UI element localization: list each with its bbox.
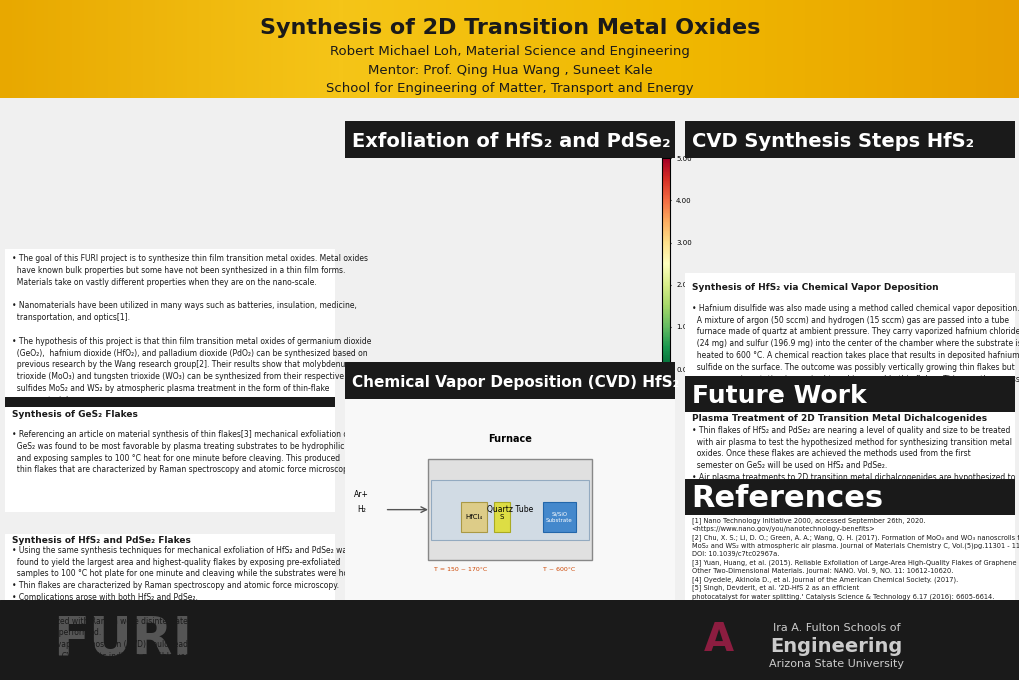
Text: First Semester Results: First Semester Results	[11, 407, 297, 428]
Text: School for Engineering of Matter, Transport and Energy: School for Engineering of Matter, Transp…	[326, 82, 693, 95]
Bar	[430, 479, 589, 540]
Text: Mentor: Prof. Qing Hua Wang , Suneet Kale: Mentor: Prof. Qing Hua Wang , Suneet Kal…	[367, 64, 652, 77]
Text: Quartz Tube: Quartz Tube	[486, 505, 533, 514]
Text: Synthesis of HfS₂ via Chemical Vapor Deposition: Synthesis of HfS₂ via Chemical Vapor Dep…	[691, 282, 937, 292]
Text: Future Work: Future Work	[691, 384, 865, 408]
Text: [1] Nano Technology Initiative 2000, accessed September 26th, 2020.
<https://www: [1] Nano Technology Initiative 2000, acc…	[691, 517, 1019, 600]
Text: H₂: H₂	[357, 505, 366, 514]
Bar	[493, 502, 510, 532]
Text: • Thin flakes of HfS₂ and PdSe₂ are nearing a level of quality and size to be tr: • Thin flakes of HfS₂ and PdSe₂ are near…	[691, 426, 1014, 494]
Text: Synthesis of GeS₂ Flakes: Synthesis of GeS₂ Flakes	[11, 410, 138, 419]
Bar	[427, 460, 592, 560]
Text: • The goal of this FURI project is to synthesize thin film transition metal oxid: • The goal of this FURI project is to sy…	[11, 254, 371, 405]
Text: • Using the same synthesis techniques for mechanical exfoliation of HfS₂ and PdS: • Using the same synthesis techniques fo…	[11, 546, 356, 680]
Bar	[461, 502, 486, 532]
Text: Robert Michael Loh, Material Science and Engineering: Robert Michael Loh, Material Science and…	[330, 45, 689, 58]
Text: Furnace: Furnace	[487, 435, 532, 445]
Text: • Referencing an article on material synthesis of thin flakes[3] mechanical exfo: • Referencing an article on material syn…	[11, 430, 353, 475]
Text: Synthesis of 2D Transition Metal Oxides: Synthesis of 2D Transition Metal Oxides	[260, 18, 759, 37]
Text: A: A	[703, 621, 734, 659]
Text: Ira A. Fulton Schools of: Ira A. Fulton Schools of	[772, 623, 900, 633]
Text: Plasma Treatment of 2D Transition Metal Dichalcogenides: Plasma Treatment of 2D Transition Metal …	[691, 414, 985, 423]
Text: T = 150 ~ 170°C: T = 150 ~ 170°C	[433, 567, 487, 573]
Text: CVD Synthesis Steps HfS₂: CVD Synthesis Steps HfS₂	[691, 132, 973, 151]
Text: Engineering: Engineering	[769, 637, 902, 656]
Text: T ~ 600°C: T ~ 600°C	[543, 567, 575, 573]
Text: Ar+: Ar+	[354, 490, 369, 499]
Text: FURI: FURI	[53, 614, 192, 666]
Text: • Hafnium disulfide was also made using a method called chemical vapor depositio: • Hafnium disulfide was also made using …	[691, 304, 1019, 395]
Bar	[542, 502, 576, 532]
Text: Arizona State University: Arizona State University	[768, 659, 903, 669]
Text: Chemical Vapor Deposition (CVD) HfS₂: Chemical Vapor Deposition (CVD) HfS₂	[352, 375, 679, 390]
Text: Exfoliation of HfS₂ and PdSe₂: Exfoliation of HfS₂ and PdSe₂	[352, 132, 669, 151]
Text: Si/SiO
Substrate: Si/SiO Substrate	[545, 512, 573, 522]
Text: HfCl₄: HfCl₄	[465, 514, 482, 520]
Text: References: References	[691, 484, 882, 513]
Text: Synthesis of HfS₂ and PdSe₂ Flakes: Synthesis of HfS₂ and PdSe₂ Flakes	[11, 536, 191, 545]
Text: Current Research: Current Research	[11, 559, 258, 583]
Text: Abstract: Abstract	[11, 258, 145, 286]
Text: S: S	[499, 514, 503, 520]
